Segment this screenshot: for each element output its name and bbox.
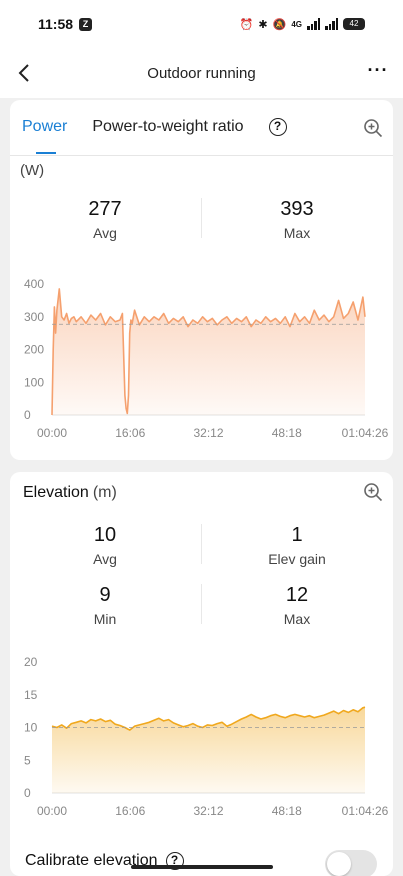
signal-icon bbox=[307, 18, 320, 30]
elevation-chart: 0 5 10 15 20 00:00 16:06 32:12 48:18 01:04:26 bbox=[24, 655, 389, 818]
battery-icon: 42 bbox=[343, 18, 365, 30]
series-line bbox=[51, 706, 366, 731]
chevron-left-icon bbox=[18, 64, 29, 82]
y-tick-label: 0 bbox=[24, 408, 31, 422]
stat-separator bbox=[201, 524, 202, 564]
x-tick-label: 00:00 bbox=[37, 804, 67, 818]
power-unit-label: (W) bbox=[20, 162, 45, 179]
y-tick-label: 400 bbox=[24, 277, 44, 291]
stat-separator bbox=[201, 584, 202, 624]
y-tick-label: 20 bbox=[24, 655, 38, 669]
header-toolbar: Outdoor running ··· bbox=[0, 48, 403, 98]
y-tick-label: 5 bbox=[24, 753, 31, 767]
series-area bbox=[52, 707, 365, 793]
elevation-unit: (m) bbox=[92, 484, 117, 501]
page-title: Outdoor running bbox=[147, 64, 256, 82]
calibrate-elevation-toggle[interactable] bbox=[325, 850, 377, 876]
tab-divider bbox=[10, 155, 393, 156]
power-card: Power Power-to-weight ratio ? (W) 277 Av… bbox=[10, 100, 393, 460]
bluetooth-icon: ✱ bbox=[258, 18, 268, 31]
help-icon[interactable]: ? bbox=[268, 118, 287, 136]
toggle-knob bbox=[327, 852, 351, 876]
x-tick-label: 16:06 bbox=[115, 426, 145, 440]
series-area bbox=[52, 288, 365, 415]
stat-label: Elev gain bbox=[268, 551, 326, 567]
x-tick-label: 32:12 bbox=[193, 804, 223, 818]
elev-avg-stat: 10 Avg bbox=[10, 524, 200, 567]
stat-label: Max bbox=[283, 225, 311, 241]
y-tick-label: 100 bbox=[24, 375, 44, 389]
power-tabs: Power Power-to-weight ratio ? bbox=[22, 118, 287, 136]
y-tick-label: 10 bbox=[24, 721, 38, 735]
calibrate-elevation-label: Calibrate elevation bbox=[25, 852, 158, 869]
stat-value: 1 bbox=[291, 524, 303, 546]
status-bar: 11:58 Z ⏰ ✱ 🔕 4G 42 bbox=[0, 0, 403, 48]
zoom-in-icon[interactable] bbox=[363, 118, 383, 138]
stat-label: Min bbox=[93, 611, 117, 627]
elevation-title: Elevation (m) bbox=[23, 484, 117, 502]
status-time: 11:58 bbox=[38, 16, 74, 32]
stat-value: 10 bbox=[93, 524, 117, 546]
tab-indicator bbox=[36, 152, 56, 154]
elev-max-stat: 12 Max bbox=[202, 584, 392, 627]
elevation-title-text: Elevation bbox=[23, 484, 89, 501]
x-tick-label: 01:04:26 bbox=[342, 804, 389, 818]
x-tick-label: 01:04:26 bbox=[342, 426, 389, 440]
more-dots-icon: ··· bbox=[367, 60, 389, 80]
stat-label: Avg bbox=[93, 225, 117, 241]
power-chart: 0 100 200 300 400 00:00 16:06 32:12 48:18 01:04:2… bbox=[24, 277, 389, 440]
stat-value: 277 bbox=[88, 198, 122, 220]
signal-icon-2 bbox=[325, 18, 338, 30]
mute-icon: 🔕 bbox=[272, 18, 287, 31]
elev-gain-stat: 1 Elev gain bbox=[202, 524, 392, 567]
notification-badge: Z bbox=[79, 17, 93, 31]
y-tick-label: 0 bbox=[24, 786, 31, 800]
tab-power[interactable]: Power bbox=[22, 118, 68, 135]
zoom-in-icon[interactable] bbox=[363, 482, 383, 502]
y-tick-label: 300 bbox=[24, 310, 44, 324]
series-line bbox=[51, 288, 366, 416]
stat-label: Max bbox=[283, 611, 311, 627]
power-max-stat: 393 Max bbox=[202, 198, 392, 241]
stat-value: 12 bbox=[285, 584, 309, 606]
calibrate-elevation-row: Calibrate elevation ? bbox=[25, 852, 184, 870]
x-tick-label: 00:00 bbox=[37, 426, 67, 440]
stat-value: 9 bbox=[99, 584, 111, 606]
x-tick-label: 48:18 bbox=[272, 804, 302, 818]
x-tick-label: 48:18 bbox=[272, 426, 302, 440]
x-tick-label: 32:12 bbox=[193, 426, 223, 440]
stat-separator bbox=[201, 198, 202, 238]
help-icon[interactable]: ? bbox=[165, 852, 184, 870]
home-indicator[interactable] bbox=[131, 865, 273, 869]
y-tick-label: 200 bbox=[24, 343, 44, 357]
x-tick-label: 16:06 bbox=[115, 804, 145, 818]
network-label: 4G bbox=[291, 19, 302, 29]
y-tick-label: 15 bbox=[24, 688, 38, 702]
status-icons: ⏰ ✱ 🔕 4G 42 bbox=[240, 18, 365, 31]
elevation-card: Elevation (m) 10 Avg 1 Elev gain 9 Min 12… bbox=[10, 472, 393, 876]
stat-value: 393 bbox=[280, 198, 314, 220]
stat-label: Avg bbox=[93, 551, 117, 567]
alarm-icon: ⏰ bbox=[239, 18, 254, 31]
back-button[interactable] bbox=[14, 61, 36, 85]
elev-min-stat: 9 Min bbox=[10, 584, 200, 627]
more-button[interactable]: ··· bbox=[367, 60, 389, 84]
power-avg-stat: 277 Avg bbox=[10, 198, 200, 241]
tab-power-to-weight[interactable]: Power-to-weight ratio bbox=[92, 118, 244, 135]
